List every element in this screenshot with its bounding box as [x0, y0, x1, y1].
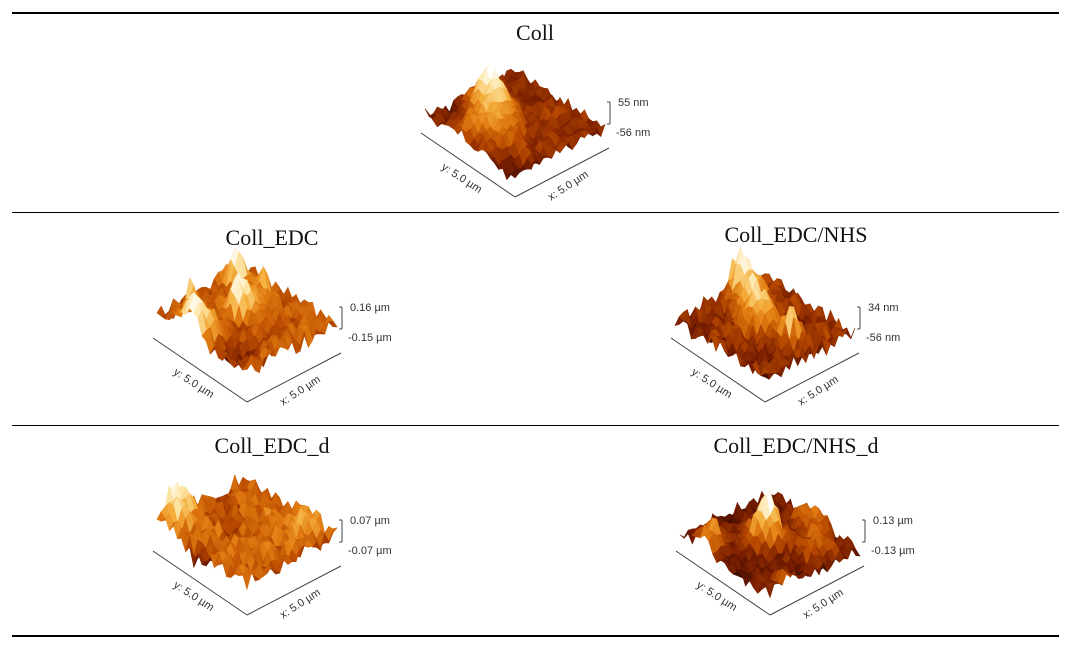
y-axis-label: y: 5.0 µm — [694, 579, 739, 614]
panel-title: Coll_EDC/NHS_d — [713, 433, 879, 458]
z-max-label: 34 nm — [868, 302, 899, 314]
z-min-label: -0.07 µm — [348, 545, 392, 557]
x-axis-label: x: 5.0 µm — [801, 587, 846, 622]
z-max-label: 0.16 µm — [350, 302, 390, 314]
table-top-rule — [12, 12, 1059, 14]
y-axis-label: y: 5.0 µm — [689, 366, 734, 401]
z-max-label: 0.07 µm — [350, 515, 390, 527]
panel-title: Coll_EDC — [225, 225, 319, 250]
table-bottom-rule — [12, 635, 1059, 637]
afm-surface-plot: y: 5.0 µm x: 5.0 µm 55 nm -56 nm — [420, 64, 650, 204]
z-max-label: 55 nm — [618, 97, 649, 109]
z-max-label: 0.13 µm — [873, 515, 913, 527]
y-axis-label: y: 5.0 µm — [439, 161, 484, 196]
afm-surface-plot: y: 5.0 µm x: 5.0 µm 0.13 µm -0.13 µm — [675, 489, 915, 622]
z-min-label: -0.15 µm — [348, 332, 392, 344]
x-axis-label: x: 5.0 µm — [546, 169, 591, 204]
y-axis-label: y: 5.0 µm — [171, 579, 216, 614]
panel-title: Coll_EDC_d — [214, 433, 330, 458]
row-divider-2 — [12, 425, 1059, 426]
z-min-label: -56 nm — [616, 127, 650, 139]
row-divider-1 — [12, 212, 1059, 213]
z-min-label: -0.13 µm — [871, 545, 915, 557]
afm-surface-plot: y: 5.0 µm x: 5.0 µm 0.07 µm -0.07 µm — [152, 473, 392, 622]
panel-title: Coll_EDC/NHS — [724, 222, 868, 247]
afm-surface-plot: y: 5.0 µm x: 5.0 µm 34 nm -56 nm — [670, 245, 900, 409]
panel-title: Coll — [516, 20, 554, 45]
x-axis-label: x: 5.0 µm — [278, 374, 323, 409]
afm-surface-plot: y: 5.0 µm x: 5.0 µm 0.16 µm -0.15 µm — [152, 248, 392, 409]
x-axis-label: x: 5.0 µm — [278, 587, 323, 622]
z-min-label: -56 nm — [866, 332, 900, 344]
x-axis-label: x: 5.0 µm — [796, 374, 841, 409]
y-axis-label: y: 5.0 µm — [171, 366, 216, 401]
